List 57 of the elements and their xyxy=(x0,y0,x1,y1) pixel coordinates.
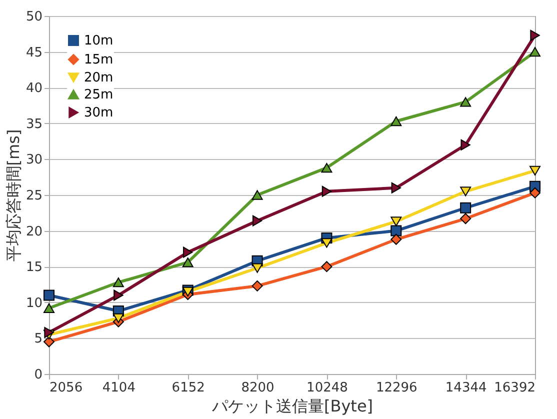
x-tick-label: 2056 xyxy=(50,380,83,396)
y-tick-label: 45 xyxy=(26,45,42,60)
point xyxy=(44,336,54,348)
point xyxy=(252,280,263,292)
x-tick-label: 12296 xyxy=(376,380,418,396)
point xyxy=(321,238,332,248)
x-tick-label: 16392 xyxy=(494,380,536,396)
y-tick-label: 35 xyxy=(26,116,42,132)
point xyxy=(321,162,332,173)
point xyxy=(252,190,263,200)
point xyxy=(530,166,540,176)
point xyxy=(390,116,402,126)
y-axis-title: 平均応答時間[ms] xyxy=(4,129,23,262)
x-tick-label: 14344 xyxy=(445,380,487,396)
point xyxy=(252,263,263,273)
point xyxy=(322,186,332,197)
point xyxy=(530,46,540,57)
point xyxy=(44,290,54,301)
legend-label: 15m xyxy=(84,52,114,68)
y-tick-label: 50 xyxy=(26,10,42,24)
y-tick-label: 15 xyxy=(26,260,42,276)
point xyxy=(182,257,194,268)
y-tick-label: 25 xyxy=(26,188,42,204)
x-tick-label: 6152 xyxy=(172,380,205,396)
point xyxy=(183,246,193,258)
point xyxy=(252,215,262,226)
point xyxy=(44,303,54,313)
legend-label: 25m xyxy=(84,88,114,102)
point xyxy=(112,313,124,323)
point xyxy=(460,97,472,107)
x-tick-label: 10248 xyxy=(306,380,348,396)
y-tick-label: 10 xyxy=(26,296,42,311)
legend-label: 10m xyxy=(84,34,114,48)
point xyxy=(460,139,470,150)
y-tick-label: 40 xyxy=(26,81,42,96)
point xyxy=(530,30,540,41)
point xyxy=(321,261,332,272)
point xyxy=(530,187,540,198)
point xyxy=(460,202,472,214)
point xyxy=(44,326,54,338)
y-tick-label: 5 xyxy=(34,332,42,347)
y-tick-label: 30 xyxy=(26,152,42,168)
point xyxy=(460,186,472,196)
y-tick-label: 0 xyxy=(34,368,42,382)
point xyxy=(114,290,124,301)
x-tick-label: 4104 xyxy=(102,380,136,396)
x-tick-label: 8200 xyxy=(241,380,274,396)
y-tick-label: 20 xyxy=(26,224,42,240)
point xyxy=(112,278,124,288)
point xyxy=(390,234,402,245)
point xyxy=(390,216,402,226)
legend-label: 20m xyxy=(84,70,114,86)
x-axis-title: パケット送信量[Byte] xyxy=(210,396,374,416)
point xyxy=(460,213,472,224)
point xyxy=(391,182,401,194)
point xyxy=(390,225,402,236)
legend-label: 30m xyxy=(84,106,114,120)
